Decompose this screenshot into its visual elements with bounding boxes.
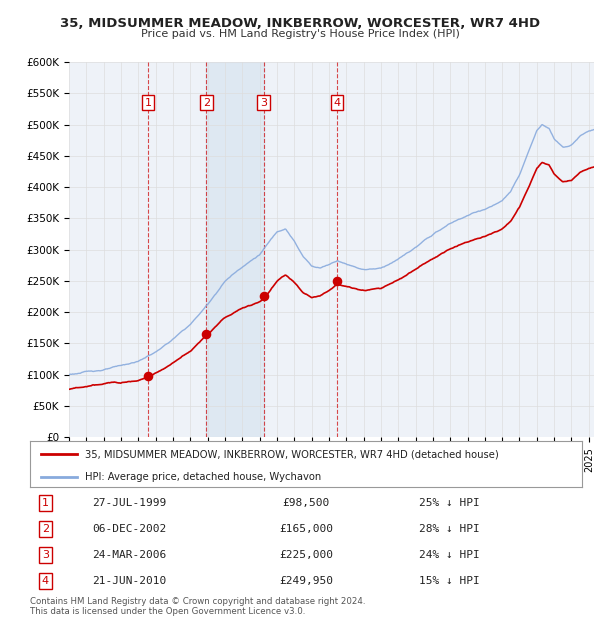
- Point: [259, 291, 268, 301]
- Point: [143, 371, 153, 381]
- Text: 21-JUN-2010: 21-JUN-2010: [92, 576, 166, 586]
- Text: Contains HM Land Registry data © Crown copyright and database right 2024.
This d: Contains HM Land Registry data © Crown c…: [30, 597, 365, 616]
- Point: [202, 329, 211, 339]
- Text: HPI: Average price, detached house, Wychavon: HPI: Average price, detached house, Wych…: [85, 472, 322, 482]
- Text: £98,500: £98,500: [283, 498, 329, 508]
- Text: £225,000: £225,000: [279, 550, 333, 560]
- Text: Price paid vs. HM Land Registry's House Price Index (HPI): Price paid vs. HM Land Registry's House …: [140, 29, 460, 39]
- Text: 06-DEC-2002: 06-DEC-2002: [92, 524, 166, 534]
- Text: £249,950: £249,950: [279, 576, 333, 586]
- Text: 3: 3: [42, 550, 49, 560]
- Text: 35, MIDSUMMER MEADOW, INKBERROW, WORCESTER, WR7 4HD: 35, MIDSUMMER MEADOW, INKBERROW, WORCEST…: [60, 17, 540, 30]
- Text: 24% ↓ HPI: 24% ↓ HPI: [419, 550, 480, 560]
- Text: 2: 2: [42, 524, 49, 534]
- Text: 27-JUL-1999: 27-JUL-1999: [92, 498, 166, 508]
- Bar: [206, 62, 263, 437]
- Text: 1: 1: [145, 97, 152, 108]
- Text: 35, MIDSUMMER MEADOW, INKBERROW, WORCESTER, WR7 4HD (detached house): 35, MIDSUMMER MEADOW, INKBERROW, WORCEST…: [85, 449, 499, 459]
- Text: 24-MAR-2006: 24-MAR-2006: [92, 550, 166, 560]
- Text: 1: 1: [42, 498, 49, 508]
- Point: [332, 276, 342, 286]
- Text: 15% ↓ HPI: 15% ↓ HPI: [419, 576, 480, 586]
- Text: 2: 2: [203, 97, 210, 108]
- Text: £165,000: £165,000: [279, 524, 333, 534]
- Text: 4: 4: [334, 97, 341, 108]
- Text: 3: 3: [260, 97, 267, 108]
- Text: 4: 4: [42, 576, 49, 586]
- Text: 25% ↓ HPI: 25% ↓ HPI: [419, 498, 480, 508]
- Text: 28% ↓ HPI: 28% ↓ HPI: [419, 524, 480, 534]
